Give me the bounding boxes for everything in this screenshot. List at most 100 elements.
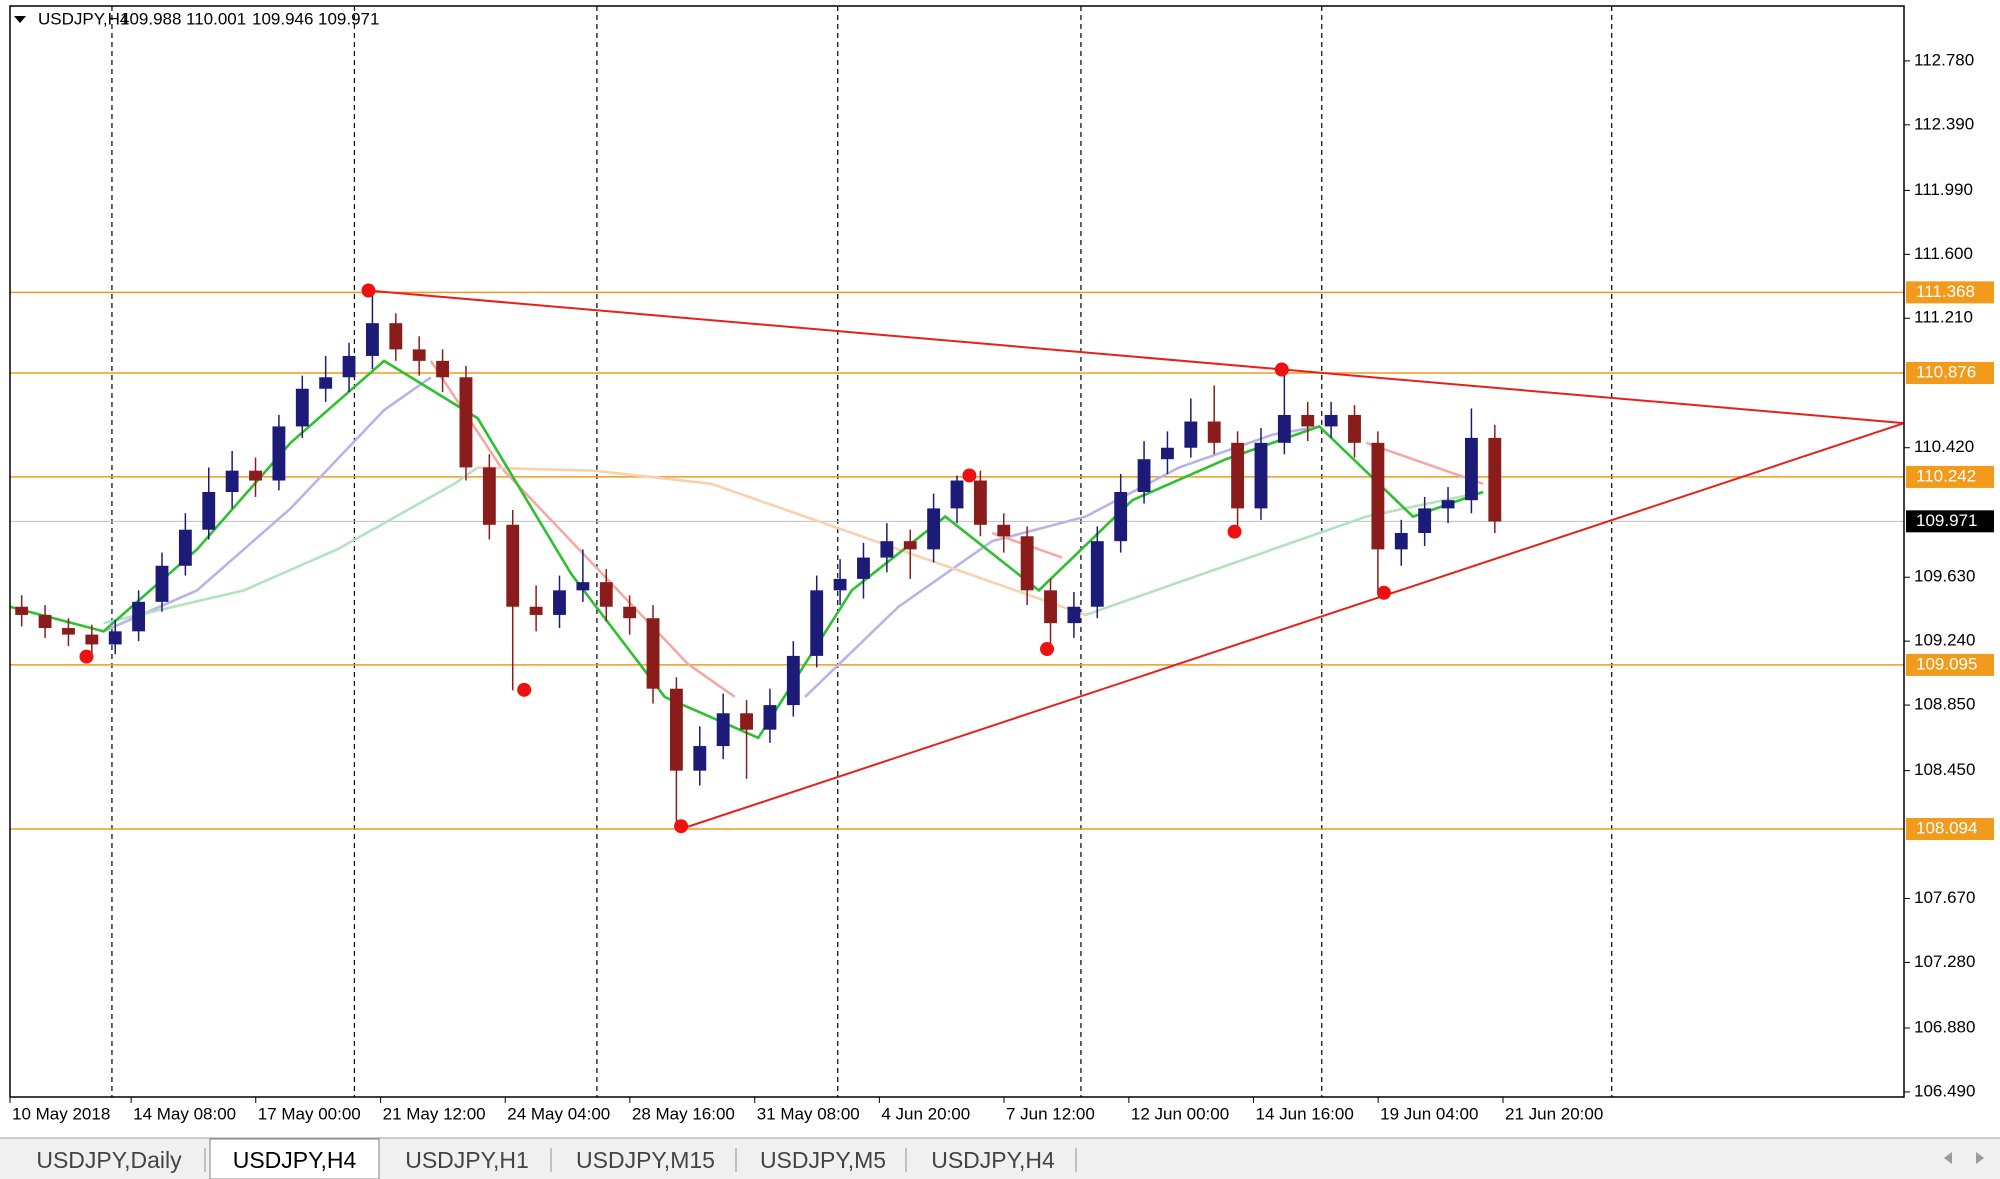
candle-body — [506, 524, 520, 607]
tab-background — [13, 1143, 205, 1177]
tab[interactable]: USDJPY,M15 — [555, 1143, 737, 1177]
tab[interactable]: USDJPY,M5 — [740, 1143, 907, 1177]
fractal-dot — [962, 468, 977, 483]
candle-body — [132, 601, 146, 632]
plot-frame — [9, 5, 1905, 1098]
fractal-dot — [1227, 524, 1242, 539]
candle-body — [412, 349, 426, 361]
y-tick-label: 106.490 — [1914, 1081, 1975, 1100]
candle-body — [1418, 508, 1432, 533]
y-tick-label: 111.600 — [1914, 244, 1973, 263]
moving-average — [1365, 441, 1484, 486]
candle-body — [1371, 442, 1385, 550]
candle-body — [576, 582, 590, 591]
moving-average — [103, 466, 479, 625]
header-arrow[interactable] — [14, 16, 26, 23]
candle-body — [1207, 421, 1221, 443]
level-tag — [1906, 361, 1994, 384]
fractal-dot — [1040, 642, 1055, 657]
plot-area: 112.780 112.390 111.990 111.600 111.210 110.4… — [9, 5, 1994, 1123]
level-tag-label: 108.094 — [1916, 818, 1977, 837]
x-tick-label: 7 Jun 12:00 — [1006, 1104, 1095, 1123]
candle-body — [646, 618, 660, 689]
y-tick-label: 112.780 — [1914, 50, 1974, 69]
header-high: 110.001 — [186, 9, 246, 28]
x-tick-label: 21 Jun 20:00 — [1505, 1104, 1603, 1123]
candle-body — [857, 557, 870, 579]
candle-body — [85, 634, 99, 645]
y-tick-label: 112.390 — [1914, 114, 1974, 133]
candle-body — [599, 582, 613, 607]
x-tick-label: 24 May 04:00 — [507, 1104, 610, 1123]
candle-body — [740, 713, 753, 730]
candle-body — [62, 628, 75, 635]
x-tick-label: 4 Jun 20:00 — [881, 1104, 970, 1123]
candle-body — [108, 631, 122, 645]
candle-body — [950, 480, 964, 509]
tab-label: USDJPY,H4 — [233, 1147, 357, 1173]
tab[interactable]: USDJPY,H4 — [910, 1143, 1077, 1177]
trendline — [680, 422, 1905, 830]
tab[interactable]: USDJPY,Daily — [13, 1143, 206, 1177]
candle-body — [295, 388, 309, 427]
y-tick-label: 109.630 — [1914, 567, 1975, 586]
candle-body — [623, 606, 637, 619]
y-tick-label: 111.210 — [1914, 308, 1973, 327]
header-symbol: USDJPY,H4 — [38, 9, 129, 28]
candle-body — [786, 655, 800, 706]
tab[interactable]: USDJPY,H4 — [209, 1138, 380, 1179]
candle-body — [389, 323, 403, 350]
tab-label: USDJPY,H1 — [405, 1147, 529, 1173]
header-open: 109.988 — [120, 9, 181, 28]
scroll-right[interactable] — [1976, 1152, 1984, 1164]
candle-body — [1488, 437, 1502, 522]
candle-body — [155, 565, 169, 602]
candle-body — [482, 467, 496, 525]
candle-body — [693, 746, 707, 771]
moving-average — [477, 466, 1087, 617]
scroll-left[interactable] — [1944, 1152, 1952, 1164]
candle-body — [225, 470, 239, 492]
candle-body — [669, 688, 683, 771]
candle-body — [903, 541, 917, 550]
candle-body — [1161, 447, 1174, 460]
y-tick-label: 108.850 — [1914, 695, 1975, 714]
x-tick-label: 21 May 12:00 — [383, 1104, 486, 1123]
candle-body — [1044, 590, 1057, 624]
y-tick-label: 109.240 — [1914, 631, 1975, 650]
candle-body — [272, 426, 286, 481]
fractal-dot — [1376, 585, 1391, 600]
tab-label: USDJPY,M15 — [576, 1147, 715, 1173]
level-tag — [1906, 653, 1994, 676]
y-tick-label: 107.280 — [1914, 952, 1975, 971]
fractal-dot — [517, 682, 532, 697]
candle-body — [1277, 414, 1291, 443]
level-tag — [1906, 818, 1994, 841]
x-tick-label: 17 May 00:00 — [258, 1104, 361, 1123]
candle-body — [553, 590, 566, 615]
fractal-dot — [1274, 362, 1289, 377]
moving-average — [429, 360, 736, 698]
candle-body — [973, 480, 987, 525]
candle-body — [1324, 414, 1338, 427]
tab-background — [383, 1143, 551, 1177]
candle-body — [436, 360, 450, 378]
x-tick-label: 10 May 2018 — [12, 1104, 110, 1123]
candle-body — [15, 606, 29, 615]
candle-body — [1090, 541, 1104, 607]
level-tag-label: 111.368 — [1916, 282, 1975, 301]
candle-body — [716, 713, 730, 747]
candle-body — [1301, 414, 1315, 427]
tab-background — [910, 1143, 1076, 1177]
candle-body — [997, 524, 1011, 537]
candle-body — [38, 614, 52, 629]
tab[interactable]: USDJPY,H1 — [383, 1143, 552, 1177]
candle-body — [342, 355, 356, 378]
x-tick-label: 14 May 08:00 — [133, 1104, 236, 1123]
candle-body — [178, 529, 192, 566]
level-tag-label: 109.095 — [1916, 654, 1977, 673]
candle-body — [1394, 532, 1408, 550]
